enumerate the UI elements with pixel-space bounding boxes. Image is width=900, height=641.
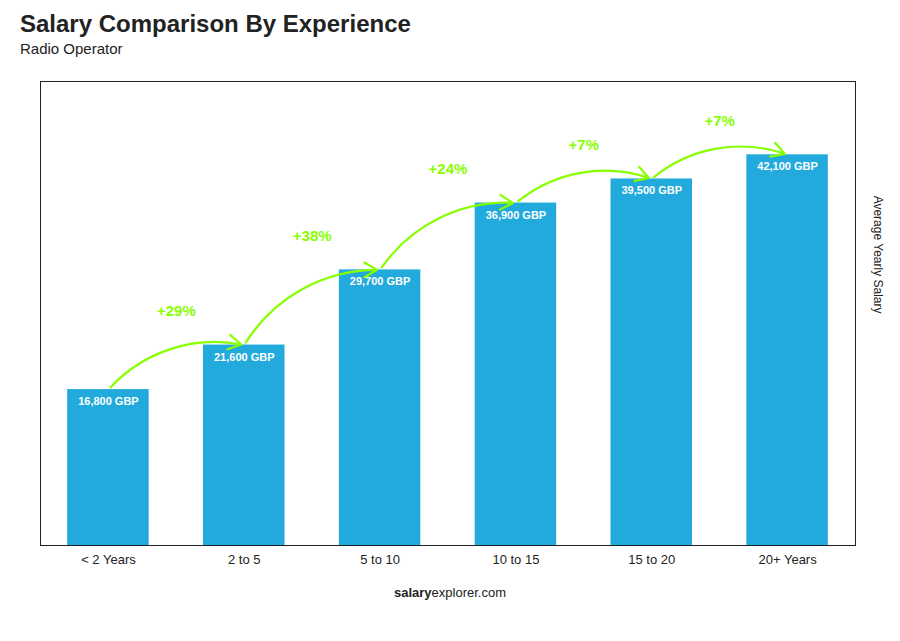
svg-text:42,100 GBP: 42,100 GBP bbox=[757, 160, 818, 172]
svg-text:< 2 Years: < 2 Years bbox=[81, 552, 136, 567]
html-text:salary explorer.com: salary explorer.com bbox=[394, 585, 506, 600]
svg-text:+7%: +7% bbox=[569, 136, 599, 153]
svg-text:36,900 GBP: 36,900 GBP bbox=[486, 209, 547, 221]
svg-text:+7%: +7% bbox=[704, 112, 734, 129]
html-text:Radio Operator: Radio Operator bbox=[20, 40, 123, 57]
svg-text:20+ Years: 20+ Years bbox=[758, 552, 817, 567]
svg-text:Average Yearly Salary: Average Yearly Salary bbox=[871, 196, 885, 314]
svg-text:29,700 GBP: 29,700 GBP bbox=[350, 275, 411, 287]
svg-text:10 to 15: 10 to 15 bbox=[492, 552, 539, 567]
svg-text:21,600 GBP: 21,600 GBP bbox=[214, 351, 275, 363]
svg-text:+38%: +38% bbox=[293, 227, 332, 244]
svg-text:15 to 20: 15 to 20 bbox=[628, 552, 675, 567]
svg-text:+29%: +29% bbox=[157, 302, 196, 319]
svg-text:+24%: +24% bbox=[429, 160, 468, 177]
html-text:Salary Comparison By Experienc: Salary Comparison By Experience bbox=[20, 10, 411, 37]
svg-text:16,800 GBP: 16,800 GBP bbox=[78, 395, 139, 407]
svg-text:39,500 GBP: 39,500 GBP bbox=[621, 184, 682, 196]
svg-text:2 to 5: 2 to 5 bbox=[228, 552, 261, 567]
svg-text:5 to 10: 5 to 10 bbox=[360, 552, 400, 567]
